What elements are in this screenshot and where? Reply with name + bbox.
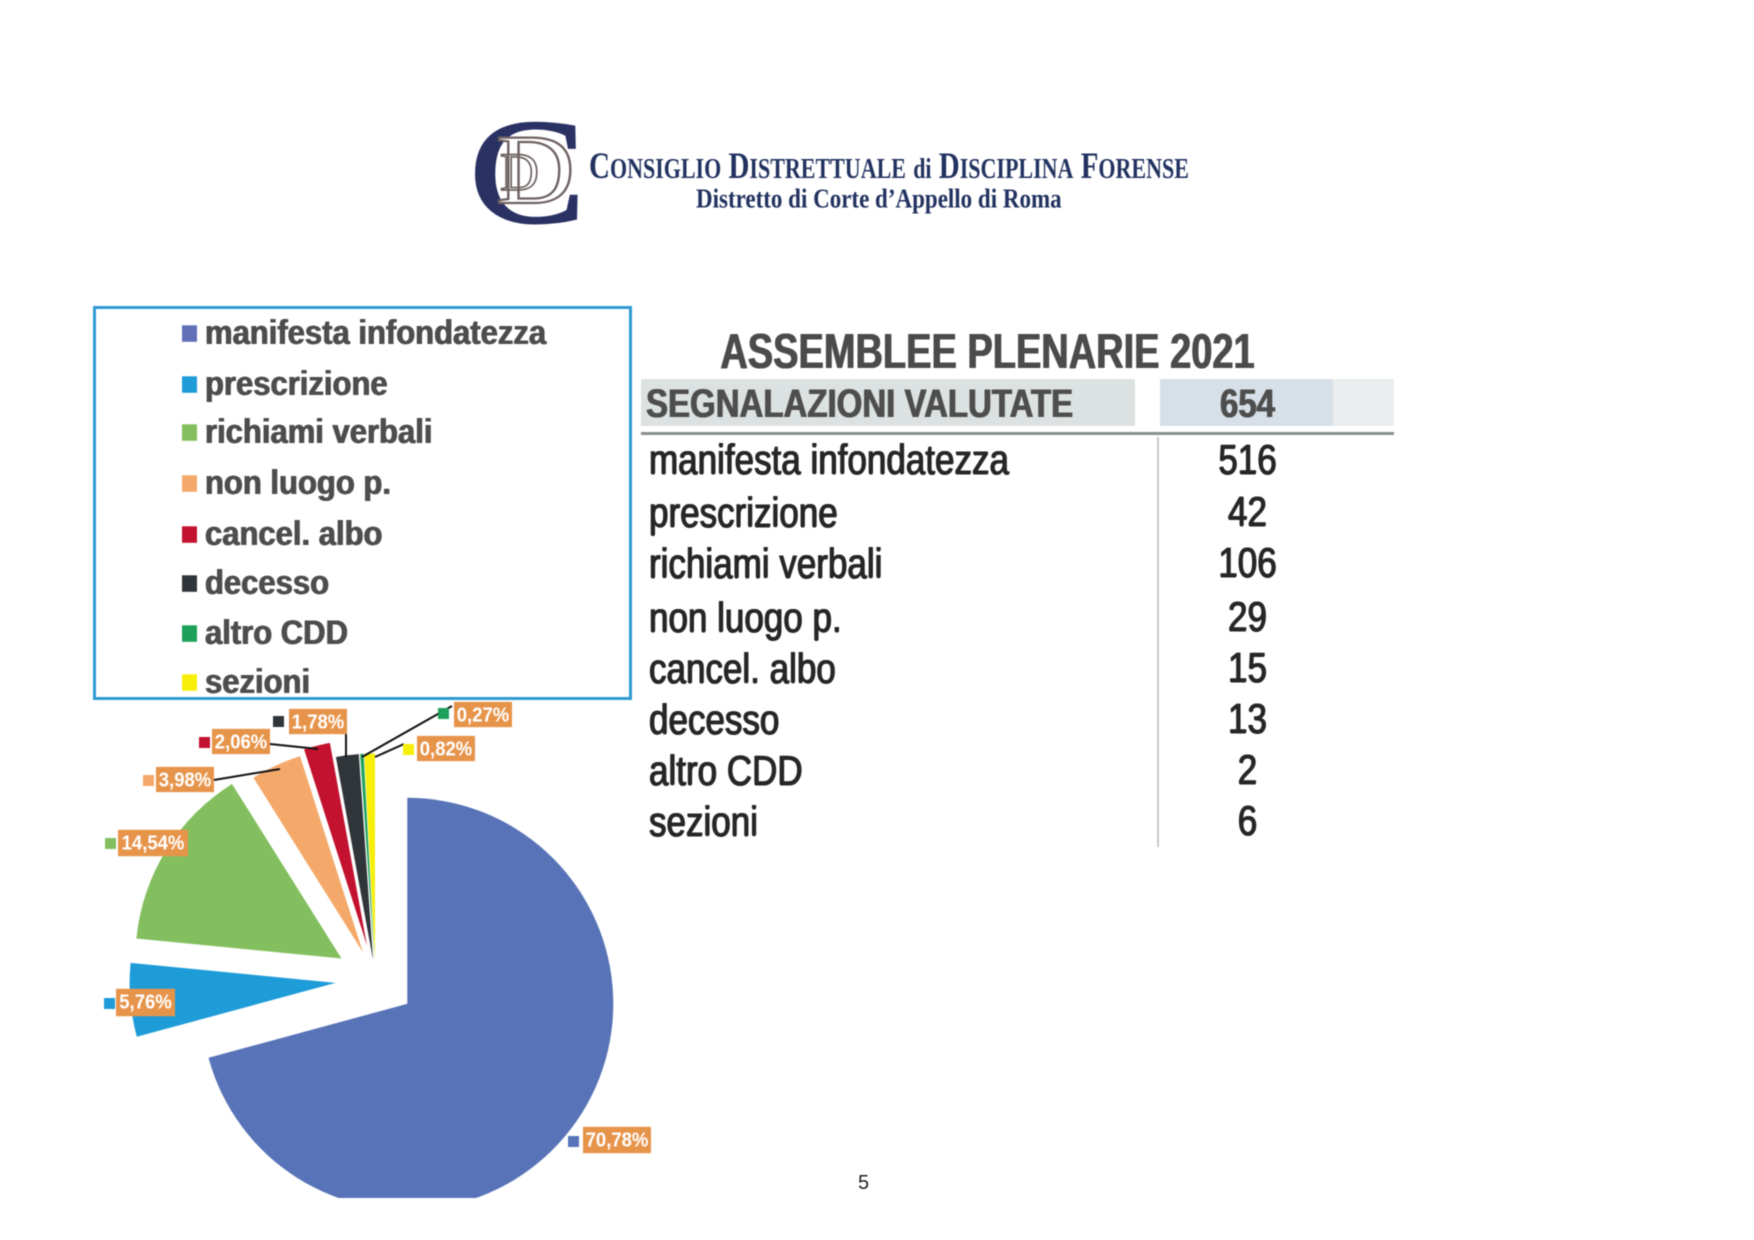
svg-text:D: D (496, 114, 575, 225)
svg-text:D: D (500, 142, 539, 202)
svg-text:C: C (469, 105, 586, 235)
